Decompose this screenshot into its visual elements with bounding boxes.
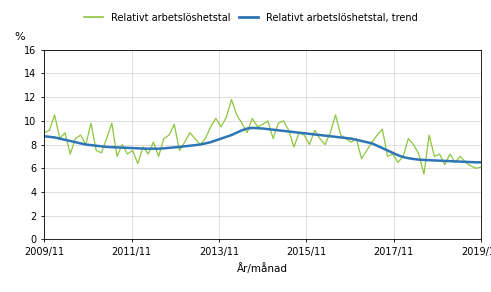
Relativt arbetslöshetstal, trend (458, 160, 464, 164)
Relativt arbetslöshetstal, trend (114, 146, 120, 149)
Relativt arbetslöshetstal (176, 149, 182, 152)
Relativt arbetslöshetstal (114, 155, 120, 158)
Legend: Relativt arbetslöshetstal, Relativt arbetslöshetstal, trend: Relativt arbetslöshetstal, Relativt arbe… (84, 13, 417, 23)
X-axis label: År/månad: År/månad (237, 263, 288, 274)
Relativt arbetslöshetstal (171, 123, 177, 126)
Line: Relativt arbetslöshetstal, trend: Relativt arbetslöshetstal, trend (44, 128, 481, 162)
Relativt arbetslöshetstal (478, 165, 484, 169)
Relativt arbetslöshetstal, trend (265, 127, 271, 131)
Relativt arbetslöshetstal, trend (176, 145, 182, 149)
Relativt arbetslöshetstal, trend (249, 126, 255, 130)
Relativt arbetslöshetstal, trend (473, 161, 479, 164)
Relativt arbetslöshetstal (41, 131, 47, 134)
Relativt arbetslöshetstal, trend (41, 135, 47, 138)
Line: Relativt arbetslöshetstal: Relativt arbetslöshetstal (44, 100, 481, 174)
Relativt arbetslöshetstal (265, 119, 271, 123)
Relativt arbetslöshetstal (421, 173, 427, 176)
Relativt arbetslöshetstal (192, 137, 198, 140)
Relativt arbetslöshetstal (463, 161, 468, 164)
Relativt arbetslöshetstal (228, 98, 234, 101)
Relativt arbetslöshetstal, trend (478, 161, 484, 164)
Relativt arbetslöshetstal, trend (192, 143, 198, 147)
Y-axis label: %: % (15, 32, 26, 42)
Relativt arbetslöshetstal, trend (171, 146, 177, 149)
